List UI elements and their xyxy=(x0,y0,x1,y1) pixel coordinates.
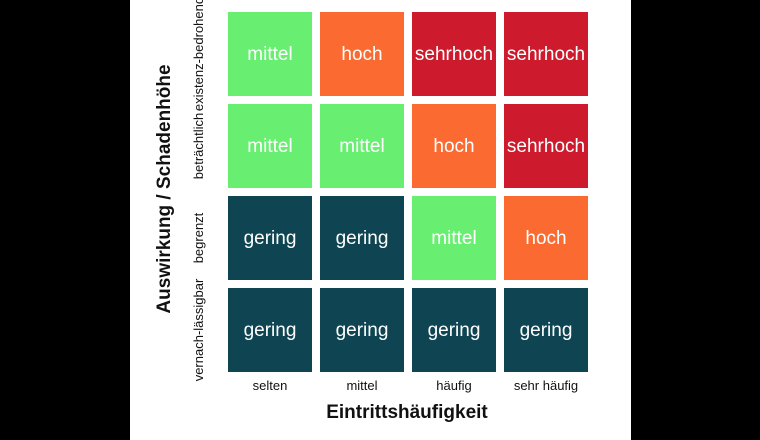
cell-text: mittel xyxy=(431,227,477,249)
cell-text: mittel xyxy=(247,43,293,65)
column-label: sehr häufig xyxy=(513,378,579,393)
matrix-cell: gering xyxy=(320,196,404,280)
matrix-cell: gering xyxy=(504,288,588,372)
matrix-cell: sehr hoch xyxy=(504,12,588,96)
cell-text: gering xyxy=(335,319,389,341)
cell-text: sehr xyxy=(414,43,452,65)
cell-text: gering xyxy=(335,227,389,249)
row-label-line: vernach- xyxy=(191,330,206,382)
cell-text: sehr xyxy=(506,43,544,65)
cell-text: gering xyxy=(243,319,297,341)
column-label: selten xyxy=(252,378,288,393)
cell-text: hoch xyxy=(341,43,383,65)
cell-text: hoch xyxy=(543,43,586,65)
matrix-cell: hoch xyxy=(320,12,404,96)
matrix-cell: sehr hoch xyxy=(504,104,588,188)
row-label-line: beträchtlich xyxy=(191,112,206,180)
matrix-cell: gering xyxy=(320,288,404,372)
matrix-cell: gering xyxy=(228,288,312,372)
cell-text: mittel xyxy=(339,135,385,157)
risk-matrix-grid: mittel hoch sehr hoch sehr hoch mittel mittel ho… xyxy=(228,12,588,372)
row-label-line: bedrohend xyxy=(191,0,206,60)
matrix-cell: gering xyxy=(228,196,312,280)
row-label-line: begrenzt xyxy=(191,212,206,264)
row-label: beträchtlich xyxy=(182,104,216,188)
cell-text: hoch xyxy=(451,43,494,65)
cell-text: hoch xyxy=(433,135,475,157)
row-label: vernach-lässigbar xyxy=(182,279,216,382)
matrix-cell: sehr hoch xyxy=(412,12,496,96)
matrix-cell: mittel xyxy=(228,104,312,188)
matrix-cell: gering xyxy=(412,288,496,372)
x-axis-title: Eintrittshäufigkeit xyxy=(326,402,488,423)
matrix-cell: mittel xyxy=(320,104,404,188)
row-label-line: lässigbar xyxy=(191,278,206,331)
matrix-cell: mittel xyxy=(412,196,496,280)
matrix-cell: hoch xyxy=(504,196,588,280)
matrix-cell: mittel xyxy=(228,12,312,96)
column-label: häufig xyxy=(436,378,472,393)
y-axis-title: Auswirkung / Schadenhöhe xyxy=(154,64,175,314)
matrix-cell: hoch xyxy=(412,104,496,188)
cell-text: mittel xyxy=(247,135,293,157)
cell-text: sehr xyxy=(506,135,544,157)
cell-text: gering xyxy=(243,227,297,249)
column-label: mittel xyxy=(346,378,378,393)
row-label: existenz-bedrohend xyxy=(182,0,216,111)
cell-text: hoch xyxy=(525,227,567,249)
cell-text: hoch xyxy=(543,135,586,157)
cell-text: gering xyxy=(427,319,481,341)
row-label: begrenzt xyxy=(182,196,216,280)
cell-text: gering xyxy=(519,319,573,341)
